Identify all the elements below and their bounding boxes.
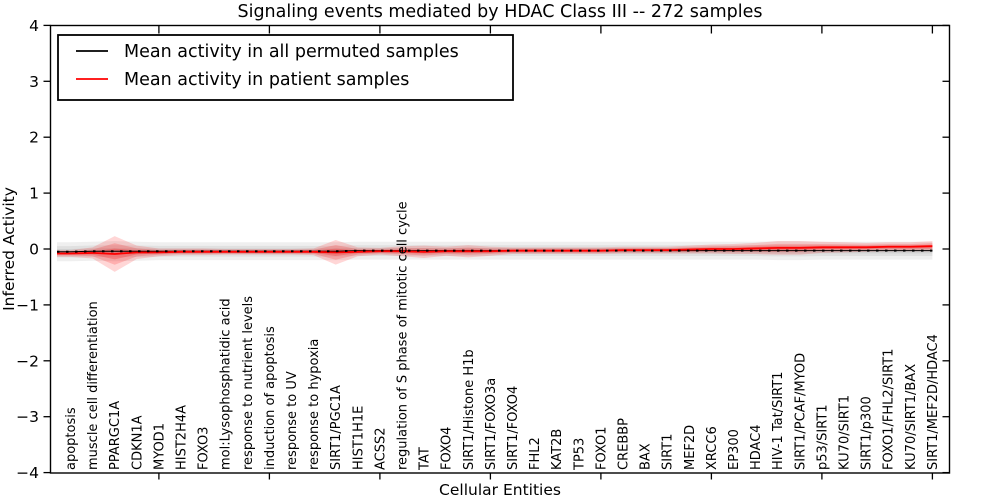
spread-bands (57, 236, 933, 272)
x-tick-label: SIRT1/p300 (860, 396, 875, 470)
x-tick-label: SIRT1/MEF2D/HDAC4 (926, 334, 941, 470)
x-tick-label: XRCC6 (705, 426, 720, 470)
x-tick-label: ACSS2 (373, 427, 388, 470)
mean-activity-lines (57, 245, 933, 255)
x-tick-label: FOXO4 (440, 427, 455, 470)
x-tick-label: MYOD1 (152, 423, 167, 470)
y-tick-label: −3 (16, 408, 39, 426)
x-axis-label: Cellular Entities (439, 481, 561, 499)
x-tick-label: muscle cell differentiation (86, 301, 101, 470)
x-tick-label: HIST1H1E (351, 406, 366, 470)
x-tick-label: regulation of S phase of mitotic cell cy… (396, 201, 411, 470)
x-tick-label: CREBBP (617, 418, 632, 470)
x-tick-label: MEF2D (683, 425, 698, 470)
x-tick-label: p53/SIRT1 (815, 404, 830, 470)
x-tick-label: EP300 (727, 429, 742, 470)
y-tick-label: 4 (29, 17, 39, 35)
y-tick-label: −1 (16, 296, 39, 314)
x-tick-label: HDAC4 (749, 424, 764, 470)
y-tick-label: −2 (16, 352, 39, 370)
x-tick-label: SIRT1/PCAF/MYOD (793, 353, 808, 470)
x-tick-label: CDKN1A (130, 415, 145, 470)
x-tick-label: response to nutrient levels (241, 296, 256, 470)
x-tick-label: KU70/SIRT1/BAX (904, 364, 919, 470)
x-tick-label: SIRT1/PGC1A (329, 385, 344, 470)
legend-box (57, 34, 514, 101)
permuted-mean-line-dashes (57, 249, 933, 253)
x-tick-label: PPARGC1A (108, 401, 123, 470)
x-tick-label: KU70/SIRT1 (838, 395, 853, 470)
y-tick-labels: 4 3 2 1 0 −1 −2 −3 −4 (16, 17, 39, 482)
x-tick-label: induction of apoptosis (263, 326, 278, 470)
x-tick-label: BAX (639, 443, 654, 470)
y-tick-label: 2 (29, 129, 39, 147)
x-tick-label: SIRT1 (661, 434, 676, 470)
y-tick-label: 1 (29, 185, 39, 203)
x-tick-label: mol:Lysophosphatidic acid (219, 298, 234, 470)
x-tick-label: FOXO1 (594, 427, 609, 470)
x-tick-label: response to UV (285, 371, 300, 470)
x-tick-label: SIRT1/Histone H1b (462, 349, 477, 470)
x-tick-label: SIRT1/FOXO4 (506, 386, 521, 470)
x-tick-label: KAT2B (550, 429, 565, 470)
x-tick-label: FOXO1/FHL2/SIRT1 (882, 349, 897, 470)
x-tick-label: HIV-1 Tat/SIRT1 (771, 372, 786, 470)
x-tick-label: HIST2H4A (175, 405, 190, 470)
y-tick-label: −4 (16, 464, 39, 482)
x-tick-label: response to hypoxia (307, 339, 322, 470)
x-tick-label: TAT (418, 447, 433, 471)
y-axis-label: Inferred Activity (0, 187, 18, 311)
x-tick-label: TP53 (572, 438, 587, 471)
legend-label-permuted: Mean activity in all permuted samples (124, 42, 459, 62)
x-tick-label: apoptosis (64, 407, 79, 470)
y-tick-label: 0 (29, 241, 39, 259)
y-tick-label: 3 (29, 73, 39, 91)
legend-label-patient: Mean activity in patient samples (124, 70, 409, 90)
x-entity-labels: apoptosis muscle cell differentiation PPAR… (64, 201, 941, 471)
axis-ticks (43, 24, 950, 480)
x-tick-label: FHL2 (528, 437, 543, 470)
x-tick-label: SIRT1/FOXO3a (484, 378, 499, 470)
legend: Mean activity in all permuted samples Me… (57, 34, 514, 101)
x-tick-label: FOXO3 (197, 427, 212, 470)
chart-title: Signaling events mediated by HDAC Class … (237, 2, 762, 22)
patient-samples-spread-band (57, 236, 933, 272)
